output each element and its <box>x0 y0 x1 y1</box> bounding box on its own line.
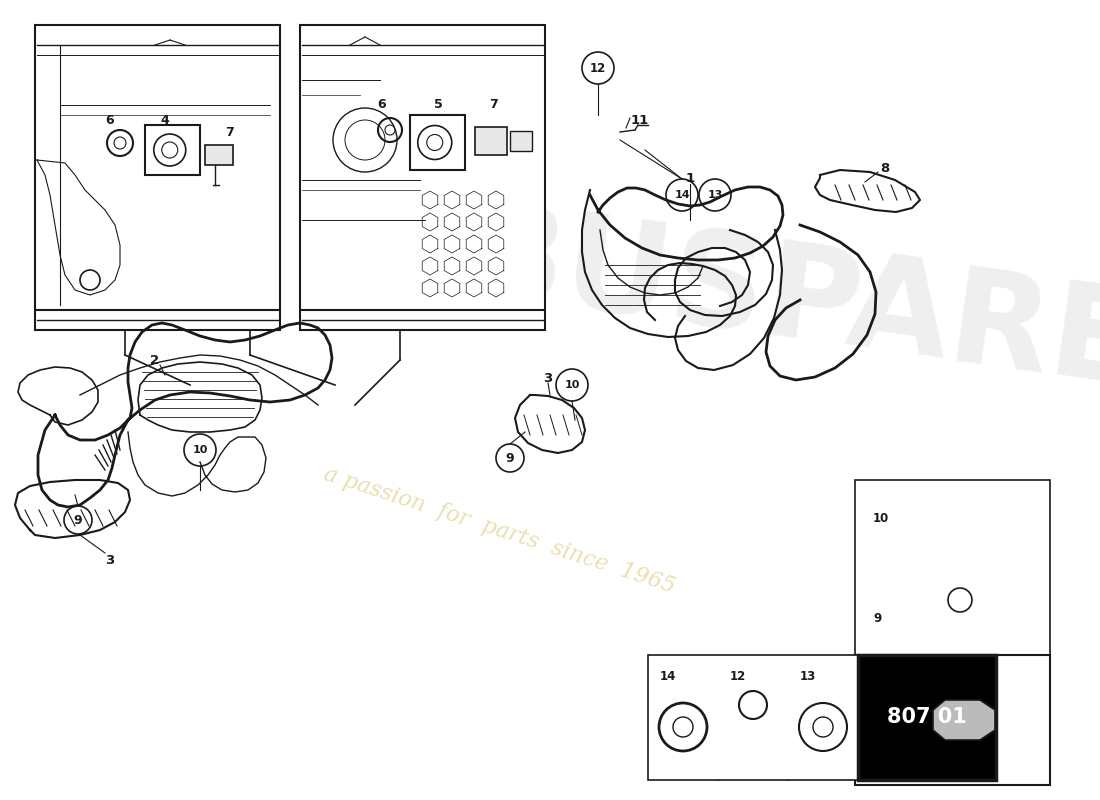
Bar <box>855 480 1050 665</box>
Bar <box>145 125 200 175</box>
Text: 10: 10 <box>192 445 208 455</box>
Text: 11: 11 <box>631 114 649 126</box>
Text: 6: 6 <box>106 114 114 127</box>
Bar <box>858 655 996 780</box>
Text: 1: 1 <box>685 171 694 185</box>
Bar <box>410 115 465 170</box>
Text: 5: 5 <box>433 98 442 110</box>
Text: 12: 12 <box>730 670 746 683</box>
Text: 14: 14 <box>674 190 690 200</box>
Text: 2: 2 <box>151 354 160 366</box>
Text: a passion  for  parts  since  1965: a passion for parts since 1965 <box>321 462 679 598</box>
Text: 10: 10 <box>873 511 889 525</box>
Text: 9: 9 <box>74 514 82 526</box>
Text: 3: 3 <box>543 371 552 385</box>
Bar <box>35 25 280 330</box>
Text: 7: 7 <box>488 98 497 110</box>
Bar <box>510 131 532 151</box>
Bar <box>855 655 1050 785</box>
Text: 9: 9 <box>873 611 881 625</box>
Polygon shape <box>890 695 940 735</box>
Text: 4: 4 <box>161 114 169 126</box>
Text: 3: 3 <box>106 554 114 566</box>
Text: 14: 14 <box>660 670 676 683</box>
Text: 13: 13 <box>707 190 723 200</box>
Text: 6: 6 <box>377 98 386 110</box>
Polygon shape <box>933 700 996 740</box>
Text: 8: 8 <box>880 162 890 174</box>
Bar <box>205 145 233 165</box>
Text: 12: 12 <box>590 62 606 74</box>
Text: BUSPARES: BUSPARES <box>456 193 1100 427</box>
Text: 7: 7 <box>226 126 234 139</box>
Bar <box>475 127 507 155</box>
Bar <box>648 655 858 780</box>
Text: 10: 10 <box>564 380 580 390</box>
Text: 9: 9 <box>506 451 515 465</box>
Text: 807 01: 807 01 <box>887 707 967 727</box>
Bar <box>300 25 544 330</box>
Text: 13: 13 <box>800 670 816 683</box>
